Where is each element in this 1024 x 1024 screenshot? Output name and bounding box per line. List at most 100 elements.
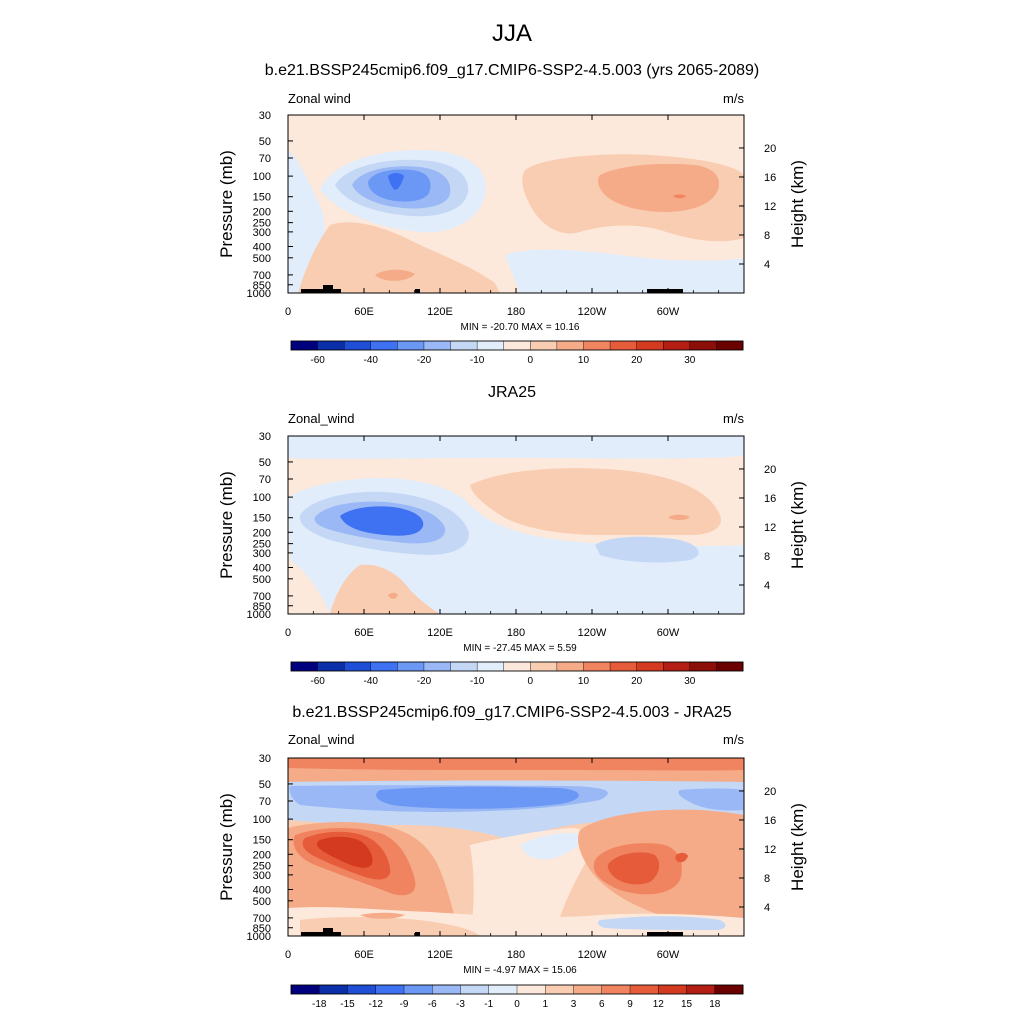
colorbar-label: -12 xyxy=(369,999,384,1010)
colorbar-label: -20 xyxy=(417,676,432,687)
colorbar-swatch xyxy=(689,661,717,672)
colorbar-label: 20 xyxy=(631,355,643,366)
height-tick-label: 16 xyxy=(764,815,776,827)
colorbar-swatch xyxy=(347,984,377,995)
x-tick-label: 0 xyxy=(285,627,291,639)
height-tick-label: 12 xyxy=(764,844,776,856)
panel-3-variable-label: Zonal_wind xyxy=(288,732,355,747)
colorbar-label: 20 xyxy=(631,676,643,687)
colorbar-label: -60 xyxy=(310,355,325,366)
colorbar-label: 1 xyxy=(542,999,548,1010)
y-tick-label: 1000 xyxy=(247,931,271,943)
colorbar-swatch xyxy=(658,984,687,995)
colorbar-swatch xyxy=(545,984,574,995)
colorbar-swatch xyxy=(423,340,452,351)
colorbar-frame xyxy=(290,661,744,672)
height-axis-title: Height (km) xyxy=(788,160,807,248)
height-tick-label: 4 xyxy=(764,580,770,592)
colorbar-swatch xyxy=(609,661,638,672)
colorbar-swatch xyxy=(290,984,320,995)
panel-1-stats: MIN = -20.70 MAX = 10.16 xyxy=(460,322,580,333)
colorbar-swatch xyxy=(583,340,611,351)
height-tick-label: 20 xyxy=(764,786,776,798)
y-tick-label: 50 xyxy=(259,457,271,469)
y-tick-label: 30 xyxy=(259,753,271,765)
height-tick-label: 4 xyxy=(764,259,770,271)
colorbar-swatch xyxy=(556,340,584,351)
y-tick-label: 500 xyxy=(253,574,271,586)
colorbar-swatch xyxy=(370,340,398,351)
height-tick-label: 8 xyxy=(764,551,770,563)
colorbar-label: 0 xyxy=(528,355,534,366)
colorbar-swatch xyxy=(663,340,691,351)
colorbar-label: 18 xyxy=(709,999,721,1010)
colorbar-swatch xyxy=(317,661,345,672)
colorbar-swatch xyxy=(714,984,744,995)
height-tick-label: 12 xyxy=(764,522,776,534)
height-axis-title: Height (km) xyxy=(788,803,807,891)
y-tick-label: 200 xyxy=(253,527,271,539)
height-tick-label: 20 xyxy=(764,143,776,155)
panel-3-stats: MIN = -4.97 MAX = 15.06 xyxy=(463,965,577,976)
colorbar-swatch xyxy=(450,661,478,672)
y-tick-label: 400 xyxy=(253,884,271,896)
y-tick-label: 70 xyxy=(259,796,271,808)
colorbar-label: -60 xyxy=(310,676,325,687)
colorbar-swatch xyxy=(488,984,518,995)
y-tick-label: 300 xyxy=(253,227,271,239)
colorbar-swatch xyxy=(530,661,558,672)
colorbar-label: 0 xyxy=(528,676,534,687)
y-tick-label: 500 xyxy=(253,896,271,908)
colorbar-swatch xyxy=(503,661,531,672)
y-tick-label: 30 xyxy=(259,431,271,443)
x-tick-label: 120W xyxy=(578,949,607,961)
colorbar-swatch xyxy=(423,661,452,672)
y-tick-label: 400 xyxy=(253,241,271,253)
y-tick-label: 700 xyxy=(253,591,271,603)
colorbar-swatch xyxy=(343,340,372,351)
colorbar-label: -18 xyxy=(312,999,327,1010)
panel-1-units-label: m/s xyxy=(723,91,744,106)
panel-1-variable-label: Zonal wind xyxy=(288,91,351,106)
figure-title: JJA xyxy=(491,20,532,47)
height-tick-label: 8 xyxy=(764,230,770,242)
colorbar-label: -40 xyxy=(364,355,379,366)
y-tick-label: 200 xyxy=(253,206,271,218)
colorbar-label: 15 xyxy=(681,999,693,1010)
y-tick-label: 250 xyxy=(253,218,271,230)
y-axis-title: Pressure (mb) xyxy=(217,150,236,258)
colorbar-swatch xyxy=(343,661,372,672)
colorbar-swatch xyxy=(636,340,664,351)
y-tick-label: 200 xyxy=(253,849,271,861)
y-tick-label: 700 xyxy=(253,270,271,282)
x-tick-label: 60W xyxy=(657,306,680,318)
y-tick-label: 30 xyxy=(259,110,271,122)
colorbar-label: -9 xyxy=(400,999,409,1010)
x-tick-label: 120W xyxy=(578,627,607,639)
colorbar-swatch xyxy=(530,340,558,351)
height-tick-label: 8 xyxy=(764,873,770,885)
colorbar-label: 9 xyxy=(627,999,633,1010)
colorbar-swatch xyxy=(290,340,319,351)
y-tick-label: 1000 xyxy=(247,609,271,621)
panel-1-title: b.e21.BSSP245cmip6.f09_g17.CMIP6-SSP2-4.… xyxy=(264,62,760,79)
colorbar-swatch xyxy=(556,661,584,672)
colorbar-swatch xyxy=(370,661,398,672)
colorbar-frame xyxy=(290,984,744,995)
colorbar-label: -15 xyxy=(340,999,355,1010)
panel-2-stats: MIN = -27.45 MAX = 5.59 xyxy=(463,643,577,654)
colorbar-frame xyxy=(290,340,744,351)
x-tick-label: 60E xyxy=(354,627,374,639)
colorbar-label: 30 xyxy=(684,355,696,366)
panel-3-contours xyxy=(288,758,744,936)
panel-3-units-label: m/s xyxy=(723,732,744,747)
y-tick-label: 150 xyxy=(253,192,271,204)
colorbar-swatch xyxy=(375,984,405,995)
colorbar-swatch xyxy=(460,984,490,995)
y-tick-label: 250 xyxy=(253,539,271,551)
y-tick-label: 400 xyxy=(253,562,271,574)
colorbar-swatch xyxy=(609,340,638,351)
